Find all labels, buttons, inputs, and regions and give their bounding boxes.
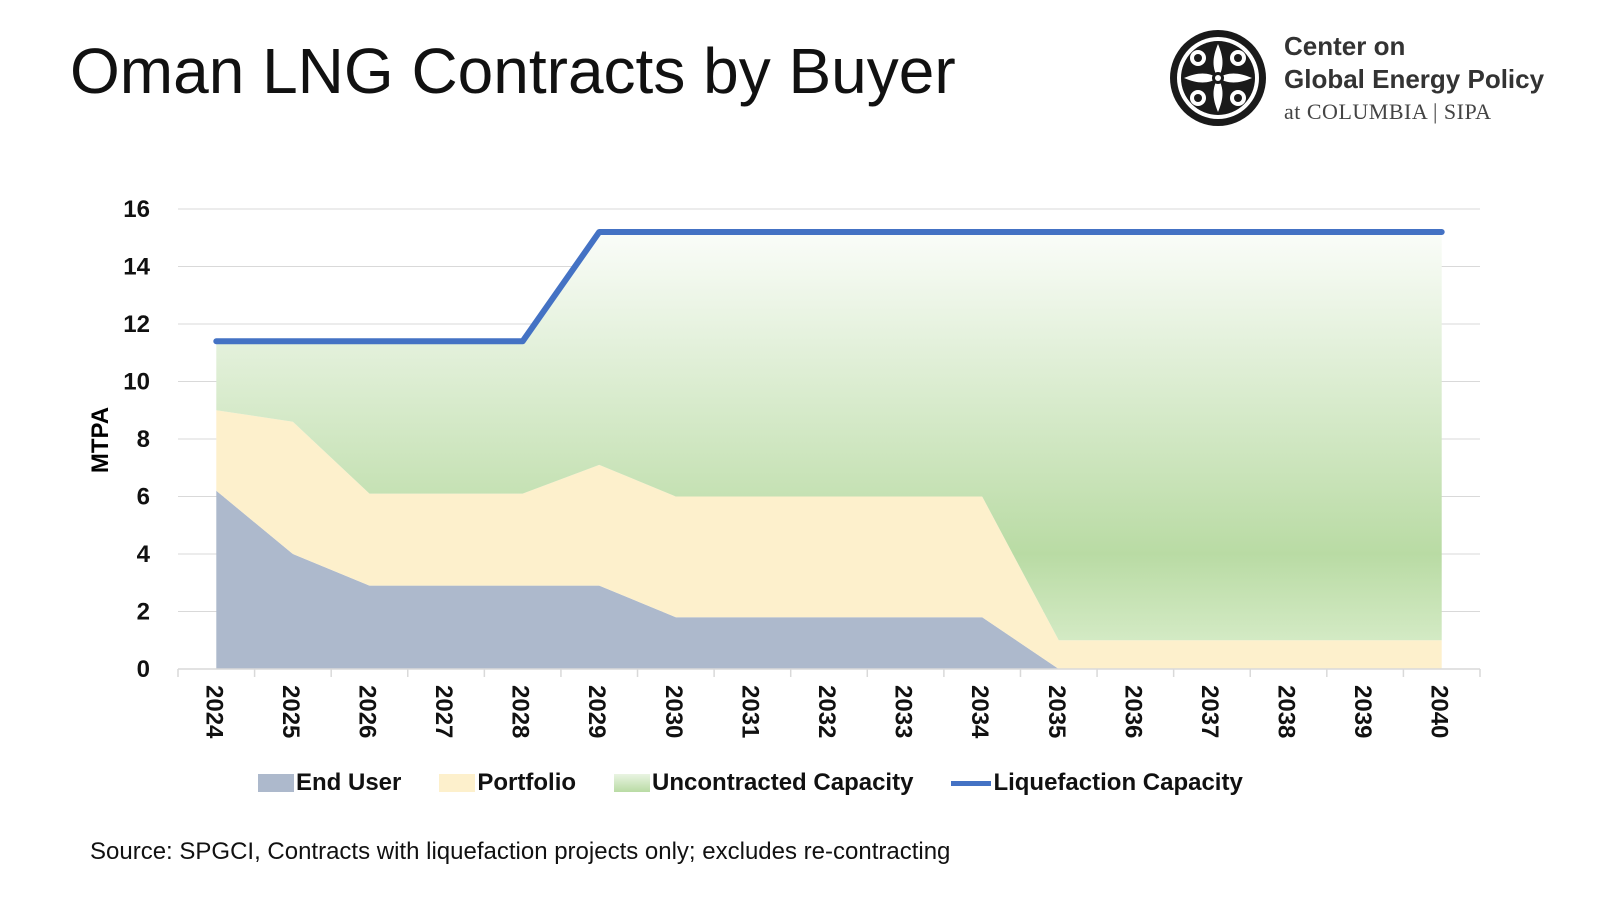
y-tick-label: 6 <box>137 484 150 511</box>
legend-item-end-user: End User <box>258 769 401 797</box>
x-tick-label: 2027 <box>430 685 457 738</box>
x-axis: 2024 2025 2026 2027 2028 2029 2030 2031 2032 2033… <box>178 669 1480 739</box>
x-tick-label: 2028 <box>507 685 534 738</box>
x-tick-label: 2031 <box>736 685 763 738</box>
x-tick-label: 2038 <box>1273 685 1300 738</box>
x-tick-label: 2029 <box>583 685 610 738</box>
legend-swatch-uncontracted <box>614 774 650 792</box>
x-tick-label: 2040 <box>1426 685 1453 738</box>
x-tick-label: 2033 <box>890 685 917 738</box>
legend-label-portfolio: Portfolio <box>477 769 576 797</box>
legend-swatch-portfolio <box>439 774 475 792</box>
x-tick-label: 2032 <box>813 685 840 738</box>
x-tick-label: 2026 <box>353 685 380 738</box>
y-axis-label: MTPA <box>87 407 114 473</box>
y-tick-label: 2 <box>137 599 150 626</box>
legend-item-portfolio: Portfolio <box>439 769 576 797</box>
y-axis: 0 2 4 6 8 10 12 14 16 <box>123 196 150 683</box>
x-tick-label: 2025 <box>277 685 304 738</box>
y-tick-label: 8 <box>137 426 150 453</box>
y-tick-label: 4 <box>137 541 151 568</box>
legend-item-liquefaction: Liquefaction Capacity <box>951 769 1242 797</box>
x-tick-label: 2037 <box>1196 685 1223 738</box>
areas <box>216 232 1441 669</box>
legend-swatch-liquefaction <box>951 781 991 786</box>
legend-label-liquefaction: Liquefaction Capacity <box>993 769 1242 797</box>
y-tick-label: 10 <box>123 369 150 396</box>
legend-swatch-end-user <box>258 774 294 792</box>
y-tick-label: 0 <box>137 656 150 683</box>
legend: End User Portfolio Uncontracted Capacity… <box>258 766 1281 800</box>
x-tick-label: 2024 <box>200 685 227 739</box>
source-note: Source: SPGCI, Contracts with liquefacti… <box>90 838 950 866</box>
legend-item-uncontracted: Uncontracted Capacity <box>614 769 913 797</box>
legend-label-end-user: End User <box>296 769 401 797</box>
x-tick-label: 2035 <box>1043 685 1070 738</box>
chart: 2024 2025 2026 2027 2028 2029 2030 2031 2032 2033… <box>0 0 1600 760</box>
x-tick-label: 2030 <box>660 685 687 738</box>
x-tick-label: 2034 <box>966 685 993 739</box>
y-tick-label: 16 <box>123 196 150 223</box>
x-tick-label: 2039 <box>1349 685 1376 738</box>
y-tick-label: 14 <box>123 254 150 281</box>
y-tick-label: 12 <box>123 311 150 338</box>
legend-label-uncontracted: Uncontracted Capacity <box>652 769 913 797</box>
x-tick-label: 2036 <box>1119 685 1146 738</box>
